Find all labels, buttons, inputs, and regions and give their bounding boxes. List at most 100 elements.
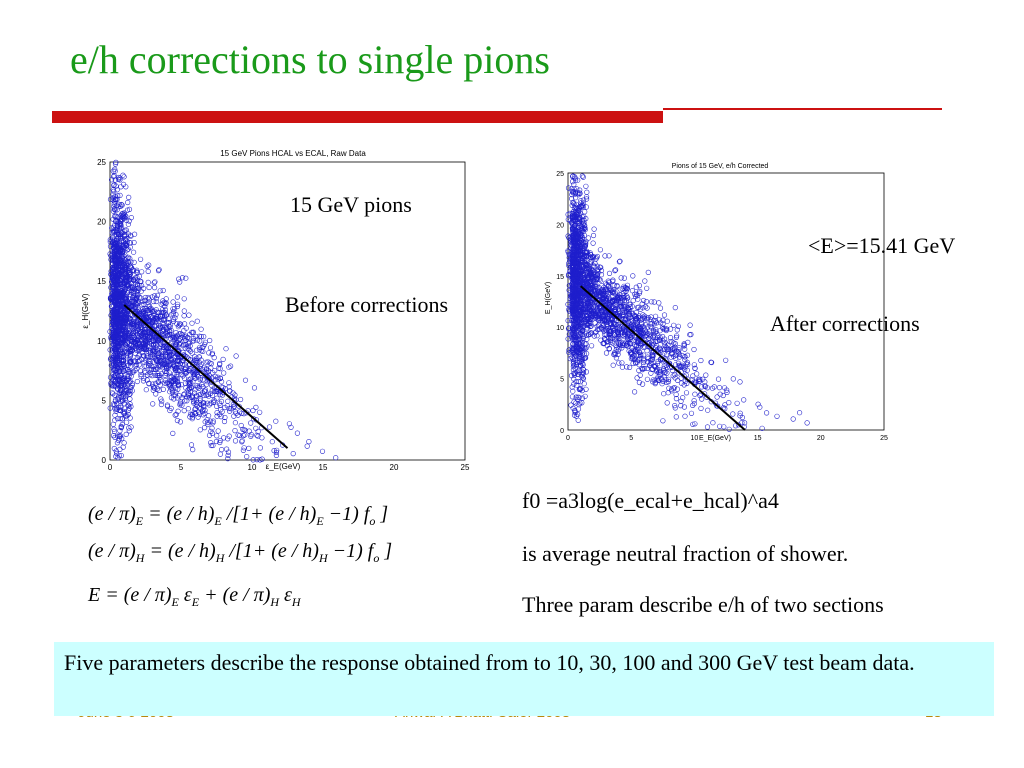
scatter-point	[629, 318, 636, 324]
scatter-point	[135, 278, 141, 284]
scatter-point	[599, 314, 606, 320]
scatter-point	[116, 271, 122, 277]
scatter-point	[580, 202, 586, 209]
scatter-point	[675, 350, 681, 356]
scatter-point	[121, 357, 127, 363]
scatter-point	[170, 299, 176, 305]
scatter-point	[111, 291, 117, 297]
scatter-point	[580, 362, 586, 368]
scatter-point	[185, 406, 191, 412]
scatter-point	[286, 421, 292, 427]
scatter-point	[127, 284, 133, 290]
scatter-point	[648, 361, 654, 367]
scatter-point	[607, 321, 614, 327]
scatter-point	[163, 344, 170, 350]
scatter-point	[151, 280, 157, 286]
scatter-point	[116, 322, 122, 328]
scatter-point	[115, 396, 121, 402]
scatter-point	[626, 364, 633, 370]
scatter-point	[122, 372, 128, 378]
scatter-point	[220, 356, 226, 362]
scatter-point	[584, 264, 591, 270]
scatter-point	[673, 396, 679, 402]
scatter-point	[110, 433, 117, 439]
scatter-point	[170, 316, 176, 323]
scatter-point	[133, 295, 140, 302]
scatter-point	[128, 373, 134, 379]
scatter-point	[186, 381, 193, 387]
scatter-point	[253, 404, 259, 411]
scatter-point	[676, 363, 682, 369]
scatter-point	[205, 419, 211, 426]
scatter-point	[737, 379, 743, 385]
scatter-point	[133, 289, 139, 295]
scatter-point	[131, 231, 138, 237]
scatter-point	[116, 377, 122, 383]
scatter-point	[632, 313, 638, 319]
scatter-point	[685, 339, 691, 345]
scatter-point	[146, 381, 152, 387]
scatter-point	[227, 408, 233, 414]
scatter-point	[146, 318, 152, 324]
scatter-point	[149, 335, 155, 341]
scatter-point	[248, 420, 254, 426]
scatter-point	[206, 402, 212, 408]
scatter-point	[273, 452, 279, 459]
scatter-point	[121, 174, 127, 180]
scatter-point	[141, 363, 147, 369]
scatter-point	[115, 433, 121, 439]
scatter-point	[232, 438, 239, 444]
scatter-point	[643, 299, 650, 305]
scatter-point	[202, 387, 209, 393]
scatter-point	[164, 326, 170, 332]
scatter-point	[617, 304, 623, 310]
scatter-point	[619, 345, 625, 351]
scatter-point	[617, 300, 624, 306]
y-tick-label: 20	[556, 222, 564, 229]
scatter-point	[115, 264, 121, 270]
scatter-point	[571, 240, 577, 246]
scatter-point	[669, 351, 675, 357]
scatter-point	[116, 252, 122, 258]
scatter-point	[640, 312, 646, 318]
scatter-point	[145, 299, 151, 306]
scatter-point	[680, 395, 686, 401]
scatter-point	[126, 218, 132, 224]
scatter-point	[571, 299, 577, 305]
scatter-point	[129, 304, 135, 310]
scatter-point	[609, 304, 615, 310]
scatter-point	[122, 284, 128, 291]
x-tick-label: 25	[461, 463, 470, 472]
scatter-point	[212, 373, 218, 379]
scatter-point	[171, 334, 177, 341]
scatter-point	[598, 267, 605, 274]
scatter-point	[273, 418, 279, 424]
scatter-point	[573, 342, 579, 348]
scatter-point	[574, 289, 581, 295]
scatter-point	[127, 357, 133, 363]
scatter-point	[576, 308, 583, 314]
scatter-point	[594, 326, 601, 333]
scatter-point	[173, 411, 179, 418]
scatter-point	[208, 440, 214, 446]
scatter-point	[132, 279, 138, 285]
scatter-point	[630, 273, 636, 279]
scatter-point	[121, 440, 127, 446]
scatter-point	[202, 410, 208, 417]
scatter-point	[574, 411, 581, 417]
scatter-point	[177, 279, 183, 285]
scatter-point	[675, 349, 681, 355]
scatter-point	[575, 291, 581, 297]
scatter-point	[183, 366, 189, 373]
scatter-point	[112, 360, 119, 366]
scatter-point	[704, 424, 711, 430]
scatter-point	[640, 356, 646, 362]
scatter-point	[612, 267, 619, 273]
scatter-point	[217, 366, 223, 372]
scatter-point	[207, 337, 213, 344]
scatter-point	[632, 291, 638, 297]
scatter-point	[137, 256, 144, 262]
scatter-point	[574, 263, 580, 269]
scatter-point	[131, 239, 137, 246]
scatter-point	[575, 220, 581, 226]
